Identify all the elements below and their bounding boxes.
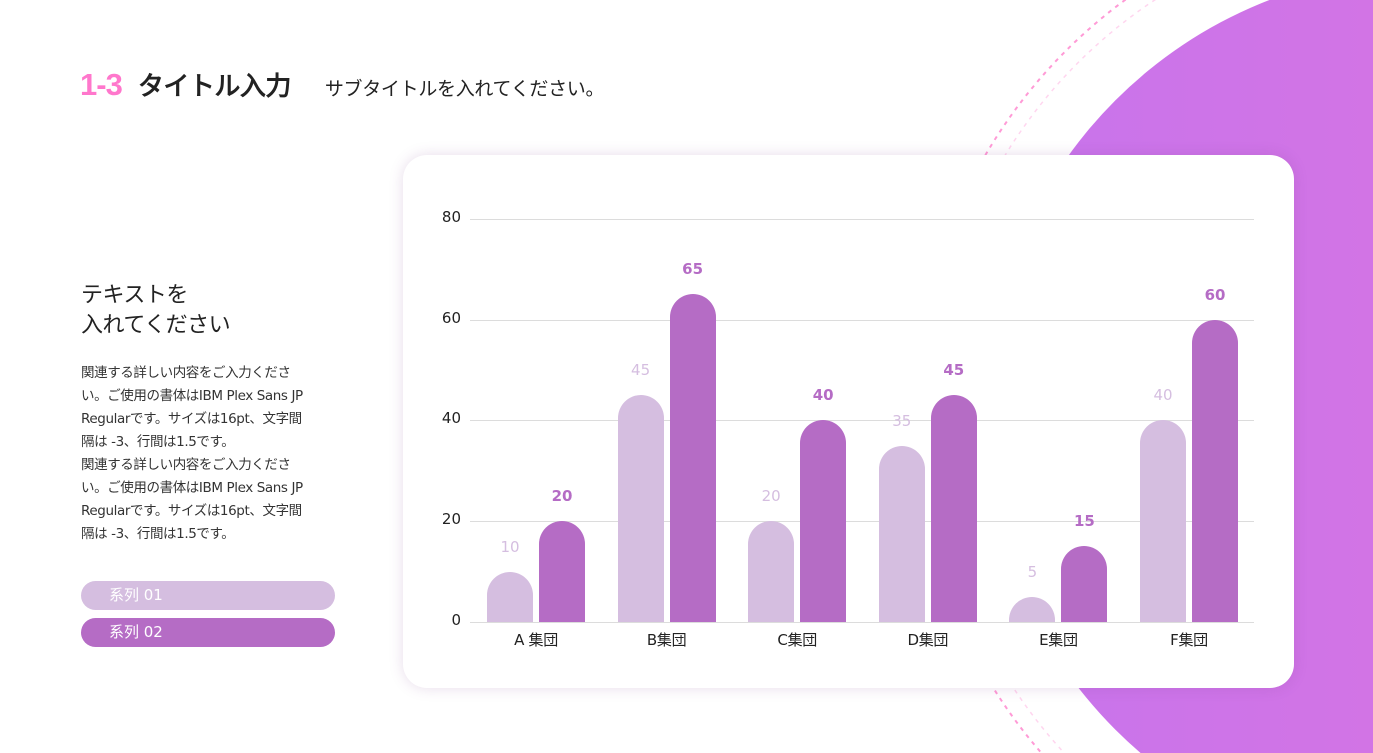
- legend-label: 系列 01: [109, 586, 163, 604]
- bar-value-label: 20: [551, 487, 573, 506]
- page-subtitle: サブタイトルを入れてください。: [324, 78, 605, 100]
- chart-card: 0 20 40 60 80 10 20 A 集団 45 65 B集団 20 40 C集団 35 45 D集団 5 1…: [403, 155, 1294, 688]
- body-line: Regularです。サイズは16pt、文字間: [81, 411, 302, 427]
- y-axis-tick-label: 20: [441, 510, 461, 529]
- chart-legend: 系列 01 系列 02: [81, 581, 335, 655]
- x-axis-category-label: E集団: [1039, 631, 1078, 649]
- bar-value-label: 35: [892, 411, 912, 430]
- x-axis-category-label: D集団: [907, 631, 949, 649]
- bar-series-1: [487, 571, 533, 622]
- bar-series-2: [1192, 319, 1238, 622]
- x-axis-category-label: B集団: [646, 631, 687, 649]
- page-title: タイトル入力: [137, 72, 292, 102]
- bar-series-1: [1140, 420, 1186, 622]
- x-axis-category-label: F集団: [1170, 631, 1208, 649]
- y-axis-tick-label: 40: [441, 409, 461, 428]
- bar-value-label: 45: [943, 361, 965, 380]
- bar-value-label: 5: [1027, 562, 1038, 581]
- section-number: 1-3: [80, 67, 123, 102]
- side-text-block: テキストを 入れてください 関連する詳しい内容をご入力くださ い。ご使用の書体は…: [81, 281, 341, 546]
- bar-series-2: [1061, 546, 1108, 622]
- y-axis-tick-label: 80: [441, 207, 461, 226]
- bar-value-label: 40: [812, 386, 834, 405]
- body-line: い。ご使用の書体はIBM Plex Sans JP: [81, 388, 303, 404]
- legend-item-series-01: 系列 01: [81, 581, 335, 610]
- bar-value-label: 20: [761, 487, 781, 506]
- bar-value-label: 10: [500, 537, 520, 556]
- gridline: [470, 420, 1254, 422]
- body-line: Regularです。サイズは16pt、文字間: [81, 503, 302, 519]
- bar-value-label: 40: [1153, 386, 1173, 405]
- bar-chart: 0 20 40 60 80 10 20 A 集団 45 65 B集団 20 40 C集団 35 45 D集団 5 1…: [403, 155, 1294, 688]
- bar-value-label: 45: [631, 361, 651, 380]
- bar-value-label: 60: [1204, 285, 1226, 304]
- gridline: [470, 218, 1254, 220]
- y-axis-tick-label: 60: [441, 308, 461, 327]
- bar-series-1: [1009, 596, 1056, 622]
- y-axis-tick-label: 0: [451, 611, 461, 629]
- bar-series-1: [748, 521, 795, 622]
- bar-value-label: 15: [1073, 512, 1095, 531]
- gridline: [470, 319, 1254, 321]
- side-body-text: 関連する詳しい内容をご入力くださ い。ご使用の書体はIBM Plex Sans …: [81, 362, 341, 546]
- bar-series-2: [930, 395, 977, 622]
- body-line: 隔は -3、行間は1.5です。: [81, 434, 235, 450]
- side-heading: テキストを 入れてください: [81, 281, 341, 341]
- body-line: 関連する詳しい内容をご入力くださ: [81, 365, 291, 381]
- page-header: 1-3 タイトル入力 サブタイトルを入れてください。: [80, 66, 605, 103]
- bar-value-label: 65: [682, 260, 704, 279]
- bar-series-1: [617, 395, 664, 622]
- legend-item-series-02: 系列 02: [81, 618, 335, 647]
- gridline: [470, 521, 1254, 523]
- x-axis-category-label: C集団: [777, 631, 817, 649]
- x-axis-category-label: A 集団: [514, 631, 558, 649]
- gridline: [470, 622, 1254, 623]
- legend-label: 系列 02: [109, 623, 163, 641]
- body-line: い。ご使用の書体はIBM Plex Sans JP: [81, 480, 303, 496]
- bar-series-2: [800, 420, 847, 622]
- bar-series-2: [669, 294, 716, 622]
- bar-series-1: [878, 445, 925, 622]
- side-heading-line-2: 入れてください: [81, 313, 231, 338]
- side-heading-line-1: テキストを: [81, 283, 188, 308]
- body-line: 関連する詳しい内容をご入力くださ: [81, 457, 291, 473]
- bar-series-2: [539, 521, 585, 622]
- body-line: 隔は -3、行間は1.5です。: [81, 526, 235, 542]
